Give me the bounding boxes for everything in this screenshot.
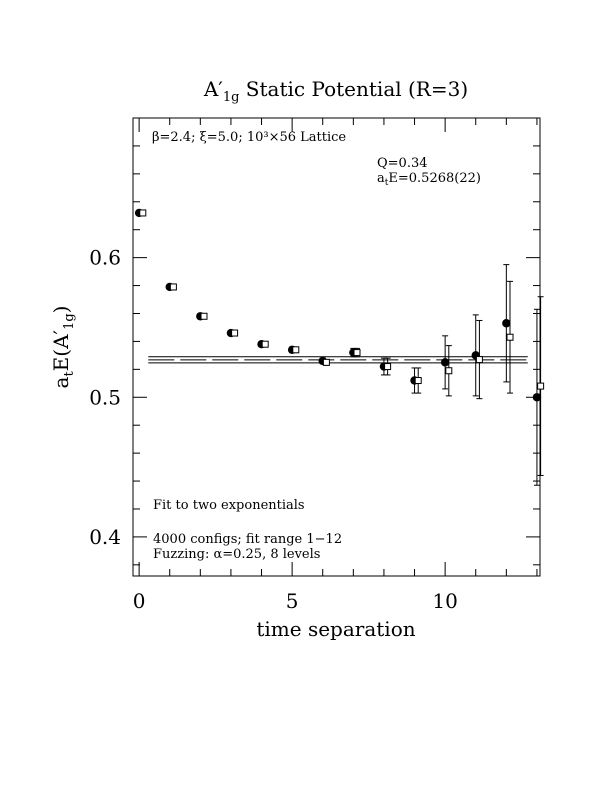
data-point-square: [261, 340, 269, 348]
data-point-circle: [502, 319, 511, 328]
y-tick-label: 0.5: [89, 385, 121, 409]
x-tick-label: 10: [432, 589, 457, 613]
y-tick-label: 0.6: [89, 246, 121, 270]
data-point-square: [475, 356, 483, 364]
data-point-square: [445, 367, 453, 375]
y-axis-label: atE(A′1g): [49, 306, 77, 389]
x-tick-label: 0: [133, 589, 146, 613]
axis-tick-labels: 0 5 10 0.4 0.5 0.6: [89, 246, 458, 613]
data-point-square: [231, 329, 239, 337]
data-marks: [134, 208, 545, 486]
fit-type-annotation: Fit to two exponentials: [153, 498, 305, 513]
data-point-square: [322, 358, 330, 366]
data-point-circle: [532, 393, 542, 402]
data-point-square: [200, 312, 208, 320]
fit-band: [148, 356, 528, 364]
data-point-square: [537, 382, 545, 390]
data-point-square: [384, 363, 392, 371]
data-point-square: [169, 283, 177, 291]
chart-title: A′1g Static Potential (R=3): [203, 77, 468, 105]
data-point-square: [292, 346, 300, 354]
data-point-square: [414, 377, 422, 385]
energy-annotation: atE=0.5268(22): [377, 171, 481, 188]
fuzzing-annotation: Fuzzing: α=0.25, 8 levels: [153, 547, 320, 562]
data-point-square: [506, 333, 514, 341]
data-point-circle: [440, 358, 450, 367]
data-point-square: [353, 349, 361, 357]
plot-frame: [132, 117, 541, 577]
x-tick-label: 5: [286, 589, 299, 613]
configs-annotation: 4000 configs; fit range 1−12: [153, 532, 342, 547]
x-axis-label: time separation: [256, 617, 415, 641]
lattice-annotation: β=2.4; ξ=5.0; 10³×56 Lattice: [152, 130, 346, 145]
q-value-annotation: Q=0.34: [377, 156, 428, 171]
y-tick-label: 0.4: [89, 525, 121, 549]
data-point-square: [139, 209, 147, 217]
